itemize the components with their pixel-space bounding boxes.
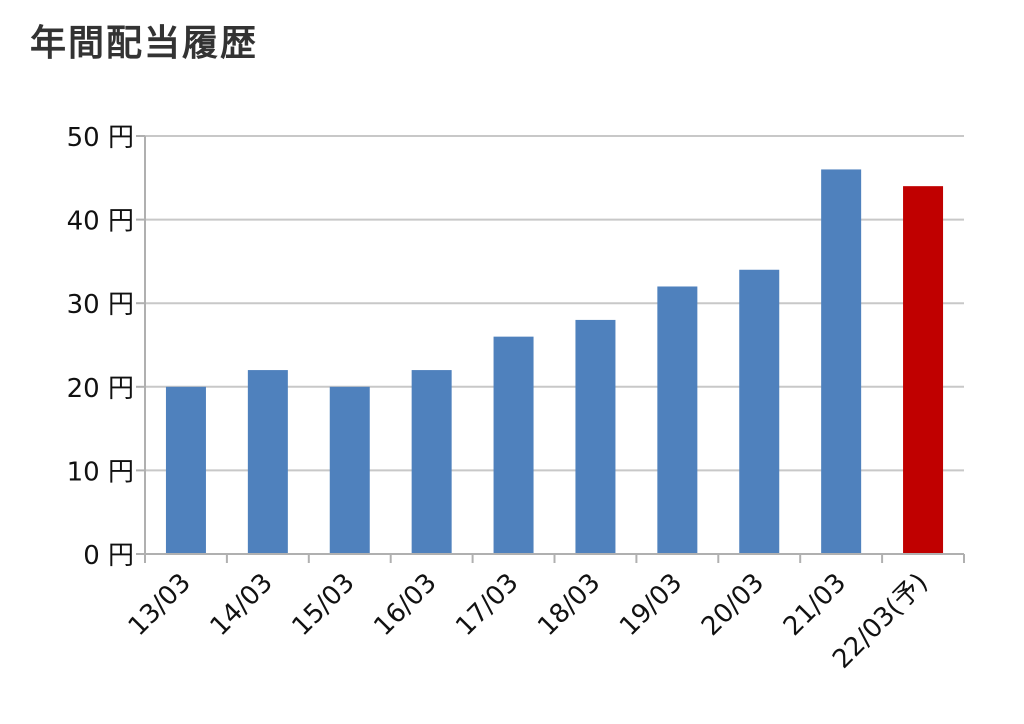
- x-axis-labels: 13/03 14/03 15/03 16/03 17/03 18/03 19/03 20/03…: [123, 568, 934, 675]
- x-tick-label: 15/03: [286, 568, 360, 642]
- y-tick-label: 40 円: [67, 207, 134, 237]
- x-tick-label: 14/03: [205, 568, 279, 642]
- axes: [136, 135, 965, 563]
- x-tick-label: 21/03: [778, 568, 852, 642]
- bar: [739, 269, 780, 554]
- bar: [821, 169, 862, 554]
- y-axis-labels: 0 円 10 円 20 円 30 円 40 円 50 円: [67, 123, 134, 571]
- bar: [575, 319, 616, 554]
- bars: [165, 169, 944, 554]
- y-tick-label: 20 円: [67, 374, 134, 404]
- x-tick-label: 17/03: [450, 568, 524, 642]
- y-tick-label: 50 円: [67, 123, 134, 153]
- y-tick-label: 30 円: [67, 290, 134, 320]
- x-tick-label: 20/03: [696, 568, 770, 642]
- bar: [493, 336, 534, 554]
- y-tick-label: 0 円: [83, 541, 134, 571]
- bar: [165, 386, 206, 554]
- chart-title: 年間配当履歴: [30, 23, 259, 64]
- x-tick-label: 13/03: [123, 568, 197, 642]
- bar: [657, 286, 698, 554]
- x-tick-label: 16/03: [368, 568, 442, 642]
- bar: [411, 370, 452, 554]
- bar: [247, 370, 288, 554]
- bar: [329, 386, 370, 554]
- x-tick-label: 18/03: [532, 568, 606, 642]
- x-tick-label: 19/03: [614, 568, 688, 642]
- y-tick-label: 10 円: [67, 457, 134, 487]
- bar-forecast: [903, 186, 944, 554]
